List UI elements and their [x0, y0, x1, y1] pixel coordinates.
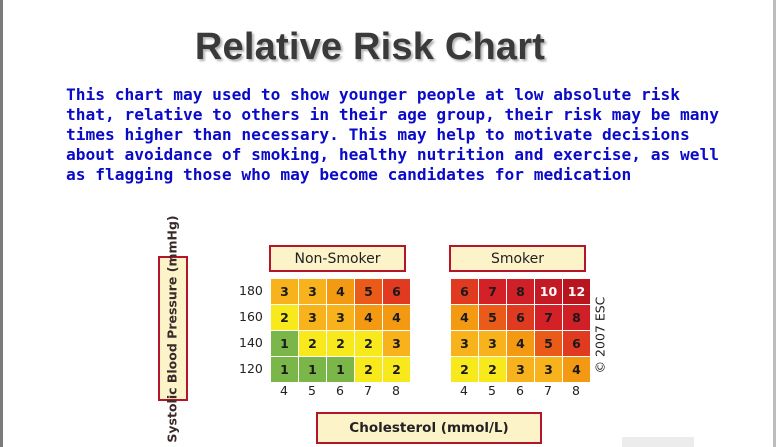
risk-cell: 5 [479, 305, 506, 330]
slide-description: This chart may used to show younger peop… [66, 85, 719, 184]
cholesterol-tick: 5 [308, 383, 316, 398]
risk-cell: 8 [563, 305, 590, 330]
risk-cell: 4 [355, 305, 382, 330]
risk-cell: 6 [563, 331, 590, 356]
risk-cell: 8 [507, 279, 534, 304]
risk-cell: 3 [507, 357, 534, 382]
risk-cell: 3 [383, 331, 410, 356]
y-axis-label: Systolic Blood Pressure (mmHg) [165, 214, 181, 443]
risk-cell: 10 [535, 279, 562, 304]
cholesterol-tick: 6 [336, 383, 344, 398]
risk-cell: 3 [327, 305, 354, 330]
risk-cell: 2 [451, 357, 478, 382]
risk-cell: 3 [299, 279, 326, 304]
cholesterol-tick: 8 [392, 383, 400, 398]
cholesterol-tick: 7 [364, 383, 372, 398]
risk-cell: 3 [271, 279, 298, 304]
risk-cell: 2 [271, 305, 298, 330]
cholesterol-tick: 4 [460, 383, 468, 398]
risk-cell: 5 [355, 279, 382, 304]
cholesterol-tick: 6 [516, 383, 524, 398]
risk-cell: 7 [535, 305, 562, 330]
copyright-notice: © 2007 ESC [592, 296, 608, 374]
risk-cell: 6 [383, 279, 410, 304]
risk-cell: 3 [479, 331, 506, 356]
risk-cell: 7 [479, 279, 506, 304]
blood-pressure-tick: 160 [239, 309, 263, 324]
risk-cell: 6 [507, 305, 534, 330]
risk-cell: 1 [271, 331, 298, 356]
risk-cell: 12 [563, 279, 590, 304]
blood-pressure-tick: 140 [239, 335, 263, 350]
risk-cell: 1 [271, 357, 298, 382]
slide-title: Relative Risk Chart [194, 26, 546, 68]
y-axis-label-box: Systolic Blood Pressure (mmHg) [158, 215, 188, 442]
blood-pressure-tick: 120 [239, 361, 263, 376]
risk-cell: 1 [327, 357, 354, 382]
risk-cell: 5 [535, 331, 562, 356]
risk-cell: 2 [299, 331, 326, 356]
risk-cell: 3 [451, 331, 478, 356]
risk-cell: 6 [451, 279, 478, 304]
risk-cell: 2 [383, 357, 410, 382]
panel-header-non-smoker: Non-Smoker [269, 245, 406, 272]
cholesterol-tick: 5 [488, 383, 496, 398]
blood-pressure-tick: 180 [239, 283, 263, 298]
risk-grid-smoker: 6 7 8 10 12 4 5 6 7 8 3 3 4 5 6 2 2 3 3 4 [451, 279, 590, 382]
x-axis-label: Cholesterol (mmol/L) [349, 420, 509, 436]
cholesterol-tick: 8 [572, 383, 580, 398]
cholesterol-tick: 7 [544, 383, 552, 398]
risk-cell: 1 [299, 357, 326, 382]
risk-cell: 4 [327, 279, 354, 304]
bottom-shadow-decoration [622, 437, 694, 447]
risk-cell: 4 [383, 305, 410, 330]
risk-cell: 2 [355, 331, 382, 356]
risk-cell: 2 [355, 357, 382, 382]
risk-cell: 2 [327, 331, 354, 356]
slide-right-border [773, 0, 776, 447]
x-axis-label-box: Cholesterol (mmol/L) [316, 412, 542, 444]
risk-cell: 4 [451, 305, 478, 330]
slide-left-border [0, 0, 3, 447]
panel-header-smoker: Smoker [449, 245, 586, 272]
risk-cell: 4 [563, 357, 590, 382]
cholesterol-tick: 4 [280, 383, 288, 398]
risk-cell: 4 [507, 331, 534, 356]
risk-cell: 3 [299, 305, 326, 330]
risk-cell: 3 [535, 357, 562, 382]
risk-cell: 2 [479, 357, 506, 382]
